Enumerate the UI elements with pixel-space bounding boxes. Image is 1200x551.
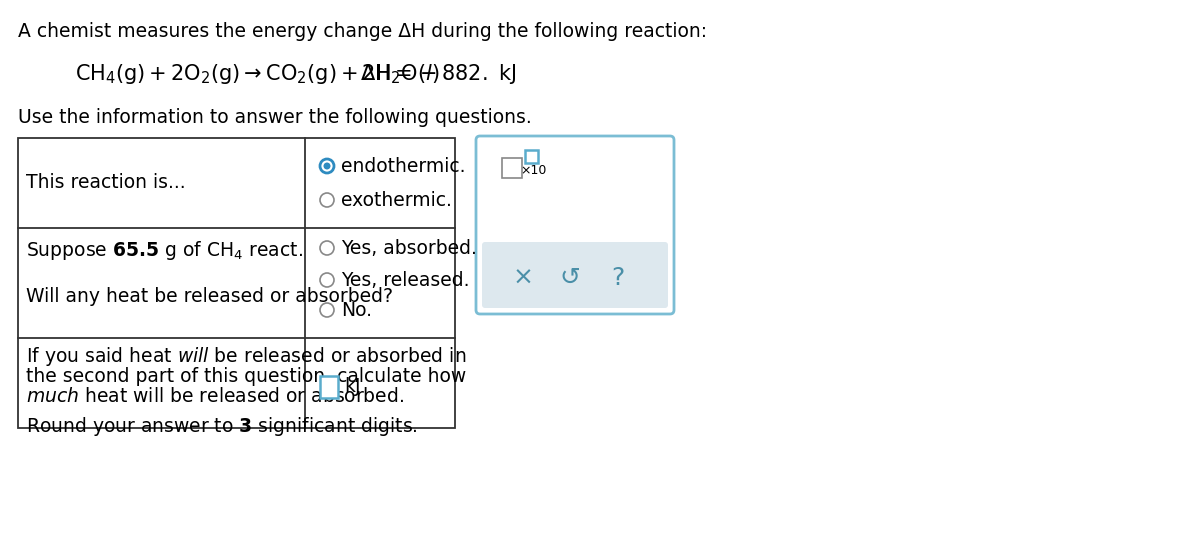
Text: ↺: ↺	[559, 266, 581, 290]
Text: ×10: ×10	[520, 164, 546, 176]
Text: ?: ?	[611, 266, 624, 290]
Text: Suppose $\mathbf{65.5}$ g of $\mathsf{CH_4}$ react.: Suppose $\mathbf{65.5}$ g of $\mathsf{CH…	[26, 239, 302, 262]
Circle shape	[320, 241, 334, 255]
FancyBboxPatch shape	[476, 136, 674, 314]
Text: endothermic.: endothermic.	[341, 156, 466, 176]
Text: This reaction is...: This reaction is...	[26, 174, 186, 192]
Text: ×: ×	[512, 266, 533, 290]
Text: A chemist measures the energy change ΔH during the following reaction:: A chemist measures the energy change ΔH …	[18, 22, 707, 41]
Bar	[502, 158, 522, 178]
Circle shape	[320, 159, 334, 173]
Text: Will any heat be released or absorbed?: Will any heat be released or absorbed?	[26, 287, 394, 305]
Text: Yes, absorbed.: Yes, absorbed.	[341, 239, 476, 257]
Text: the second part of this question, calculate how: the second part of this question, calcul…	[26, 366, 467, 386]
Text: No.: No.	[341, 300, 372, 320]
Text: kJ: kJ	[344, 377, 360, 397]
Bar	[526, 150, 538, 163]
Text: Yes, released.: Yes, released.	[341, 271, 469, 289]
Text: $\mathsf{\Delta H = -882.\ kJ}$: $\mathsf{\Delta H = -882.\ kJ}$	[360, 62, 517, 86]
Bar	[18, 138, 455, 428]
Text: $\mathsf{CH_4(g)+2O_2(g) \rightarrow CO_2(g)+2H_2O(}$$\mathit{l}$$\mathsf{)}$: $\mathsf{CH_4(g)+2O_2(g) \rightarrow CO_…	[74, 62, 439, 86]
Bar	[320, 376, 338, 398]
Text: If you said heat $\mathit{will}$ be released or absorbed in: If you said heat $\mathit{will}$ be rele…	[26, 344, 467, 368]
Text: exothermic.: exothermic.	[341, 191, 452, 209]
Text: Use the information to answer the following questions.: Use the information to answer the follow…	[18, 108, 532, 127]
Circle shape	[324, 163, 330, 170]
Circle shape	[320, 193, 334, 207]
Text: Round your answer to $\mathbf{3}$ significant digits.: Round your answer to $\mathbf{3}$ signif…	[26, 414, 418, 437]
Text: $\mathit{much}$ heat will be released or absorbed.: $\mathit{much}$ heat will be released or…	[26, 386, 404, 406]
FancyBboxPatch shape	[482, 242, 668, 308]
Circle shape	[320, 303, 334, 317]
Circle shape	[320, 273, 334, 287]
